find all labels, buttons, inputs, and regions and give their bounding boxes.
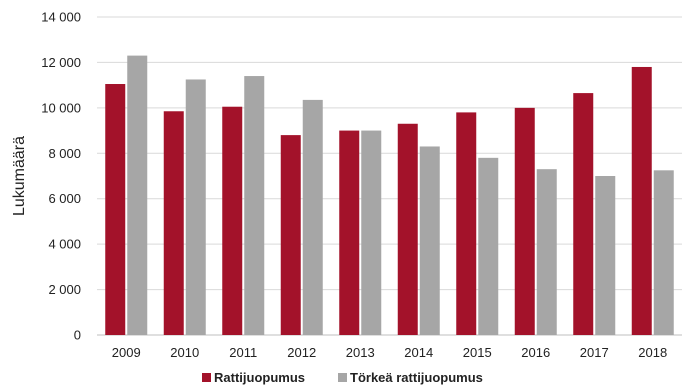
bar-rattijuopumus-2017 <box>573 93 594 335</box>
x-tick-label: 2009 <box>112 345 141 360</box>
y-tick-labels: 0 2 000 4 000 6 000 8 000 10 000 12 000 14 000 <box>41 10 81 343</box>
legend-swatch-rattijuopumus <box>202 373 211 382</box>
y-tick-label: 14 000 <box>41 10 81 25</box>
x-tick-label: 2018 <box>638 345 667 360</box>
legend-label: Törkeä rattijuopumus <box>350 370 483 385</box>
y-tick-label: 10 000 <box>41 100 81 115</box>
x-tick-label: 2015 <box>463 345 492 360</box>
bar-torkea-rattijuopumus-2011 <box>244 76 265 336</box>
y-tick-label: 0 <box>74 328 81 343</box>
bar-rattijuopumus-2016 <box>514 107 535 335</box>
bar-torkea-rattijuopumus-2010 <box>185 79 206 335</box>
bar-rattijuopumus-2012 <box>280 135 301 335</box>
x-tick-label: 2014 <box>404 345 433 360</box>
y-tick-label: 2 000 <box>48 282 81 297</box>
y-tick-label: 6 000 <box>48 191 81 206</box>
x-tick-label: 2012 <box>287 345 316 360</box>
legend-swatch-torkea-rattijuopumus <box>338 373 347 382</box>
x-tick-labels: 2009 2010 2011 2012 2013 2014 2015 2016 2017 2018 <box>112 345 667 360</box>
bar-rattijuopumus-2013 <box>339 130 360 335</box>
x-tick-label: 2017 <box>580 345 609 360</box>
bar-rattijuopumus-2014 <box>397 123 418 335</box>
y-axis-label: Lukumäärä <box>11 136 28 216</box>
bars <box>105 55 674 336</box>
bar-rattijuopumus-2010 <box>163 111 184 335</box>
x-tick-label: 2016 <box>521 345 550 360</box>
bar-torkea-rattijuopumus-2016 <box>536 169 557 335</box>
gridlines <box>97 16 682 336</box>
bar-torkea-rattijuopumus-2014 <box>419 146 440 335</box>
bar-rattijuopumus-2018 <box>631 66 652 335</box>
bar-torkea-rattijuopumus-2012 <box>302 99 323 336</box>
x-tick-label: 2010 <box>170 345 199 360</box>
bar-rattijuopumus-2009 <box>105 84 126 335</box>
bar-rattijuopumus-2011 <box>222 106 243 335</box>
legend-label: Rattijuopumus <box>214 370 305 385</box>
x-tick-label: 2011 <box>229 345 257 360</box>
legend: Rattijuopumus Törkeä rattijuopumus <box>202 370 483 385</box>
x-tick-label: 2013 <box>346 345 375 360</box>
bar-torkea-rattijuopumus-2018 <box>653 170 674 335</box>
y-tick-label: 4 000 <box>48 237 81 252</box>
bar-torkea-rattijuopumus-2009 <box>127 55 148 335</box>
y-tick-label: 8 000 <box>48 146 81 161</box>
y-tick-label: 12 000 <box>41 55 81 70</box>
bar-rattijuopumus-2015 <box>456 112 477 336</box>
bar-torkea-rattijuopumus-2017 <box>595 176 616 335</box>
bar-torkea-rattijuopumus-2015 <box>478 157 499 335</box>
bar-torkea-rattijuopumus-2013 <box>361 130 382 335</box>
